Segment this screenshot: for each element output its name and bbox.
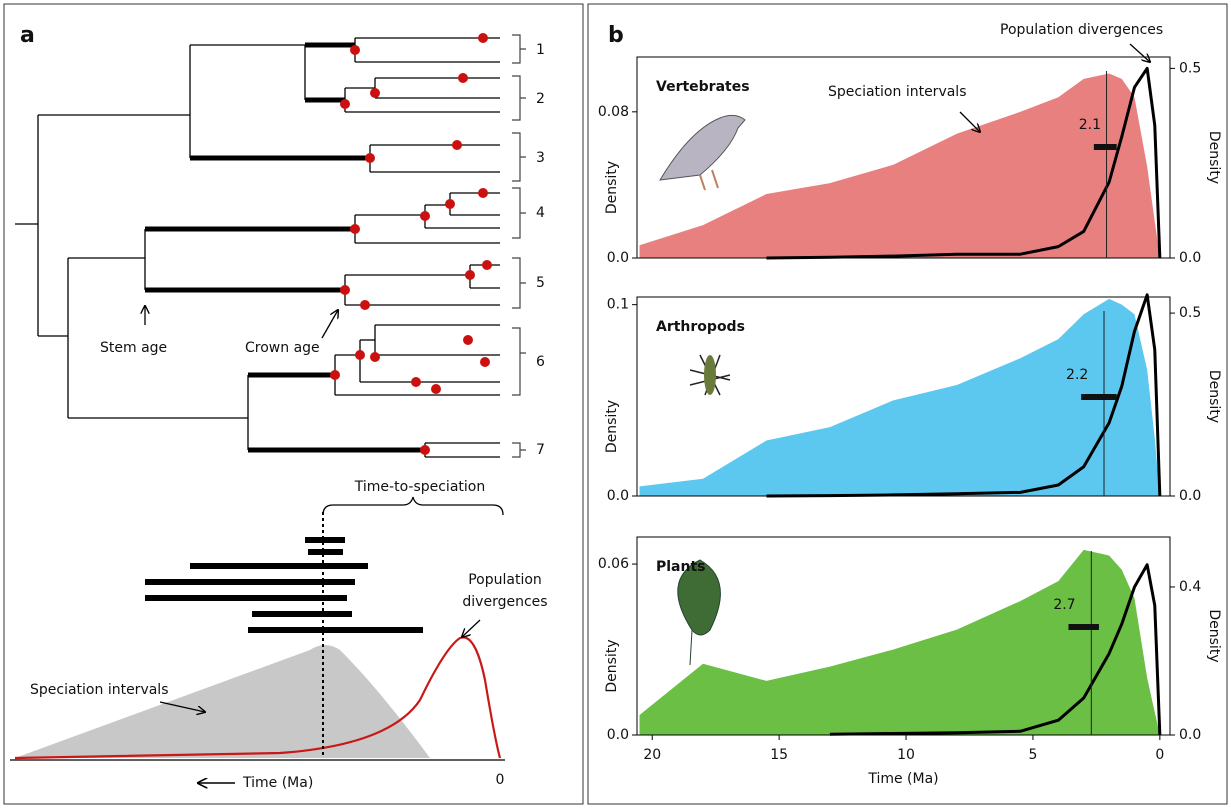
median-bar <box>1093 144 1117 150</box>
axis-tick-label: 0 <box>496 772 505 788</box>
arrow <box>959 111 980 132</box>
median-bar <box>1068 624 1099 630</box>
y2-tick-label: 0.4 <box>1179 579 1201 595</box>
clade-label: 4 <box>536 205 545 221</box>
clade-label: 1 <box>536 42 545 58</box>
x-tick-label: 10 <box>897 747 915 763</box>
plot-frame <box>636 56 1171 259</box>
plot-frame <box>636 536 1171 736</box>
clade-label: 7 <box>536 442 545 458</box>
y2-tick-label: 0.5 <box>1179 60 1201 76</box>
arrow <box>1129 43 1150 62</box>
y-axis-label: Density <box>604 400 620 453</box>
annotation: divergences <box>462 594 547 610</box>
median-label: 2.7 <box>1053 597 1075 613</box>
y-axis-label: Density <box>604 161 620 214</box>
x-tick-label: 15 <box>770 747 788 763</box>
clade-label: 3 <box>536 150 545 166</box>
annotation: Population divergences <box>1000 22 1163 38</box>
y2-tick-label: 0.0 <box>1179 727 1201 743</box>
density-line <box>766 293 1162 498</box>
y2-axis-label: Density <box>1206 370 1222 423</box>
x-tick-label: 0 <box>1155 747 1164 763</box>
y2-axis-label: Density <box>1206 131 1222 184</box>
clade-label: 5 <box>536 275 545 291</box>
x-tick-label: 5 <box>1028 747 1037 763</box>
annotation: Time-to-speciation <box>354 479 485 495</box>
median-label: 2.2 <box>1066 367 1088 383</box>
icons <box>659 114 746 666</box>
median-bar <box>1081 394 1117 400</box>
annotation: Population <box>468 572 542 588</box>
median-label: 2.1 <box>1079 117 1101 133</box>
y-tick-label: 0.0 <box>607 488 629 504</box>
y-axis-label: Density <box>604 639 620 692</box>
y2-tick-label: 0.0 <box>1179 488 1201 504</box>
annotation: Crown age <box>245 340 320 356</box>
x-axis-label: Time (Ma) <box>867 771 938 787</box>
y-tick-label: 0.1 <box>607 297 629 313</box>
panel-label: a <box>20 23 35 48</box>
annotation: Stem age <box>100 340 167 356</box>
y-tick-label: 0.0 <box>607 727 629 743</box>
panel-a-frame <box>3 3 584 805</box>
y2-tick-label: 0.0 <box>1179 250 1201 266</box>
phylogeny <box>15 33 526 458</box>
y-tick-label: 0.0 <box>607 250 629 266</box>
density-line <box>829 563 1162 736</box>
chart-title: Arthropods <box>656 319 745 335</box>
x-tick-label: 20 <box>643 747 661 763</box>
y2-tick-label: 0.5 <box>1179 305 1201 321</box>
panel-b-frame <box>587 3 1228 805</box>
chart-title: Vertebrates <box>656 79 750 95</box>
y2-axis-label: Density <box>1206 609 1222 662</box>
density-area <box>639 298 1160 496</box>
y-tick-label: 0.08 <box>598 104 629 120</box>
y-tick-label: 0.06 <box>598 556 629 572</box>
clade-labels: 1 2 3 4 5 6 7 <box>536 42 545 458</box>
plot-frame <box>636 296 1171 497</box>
chart-title: Plants <box>656 559 706 575</box>
clade-label: 6 <box>536 354 545 370</box>
annotation: Speciation intervals <box>30 682 169 698</box>
density-area <box>639 549 1160 735</box>
panel-label: b <box>608 23 624 48</box>
density-line <box>766 66 1162 260</box>
axis-label: Time (Ma) <box>242 775 313 791</box>
annotation: Speciation intervals <box>828 84 967 100</box>
clade-label: 2 <box>536 91 545 107</box>
density-area <box>639 73 1160 258</box>
speciation-schematic <box>10 496 505 783</box>
